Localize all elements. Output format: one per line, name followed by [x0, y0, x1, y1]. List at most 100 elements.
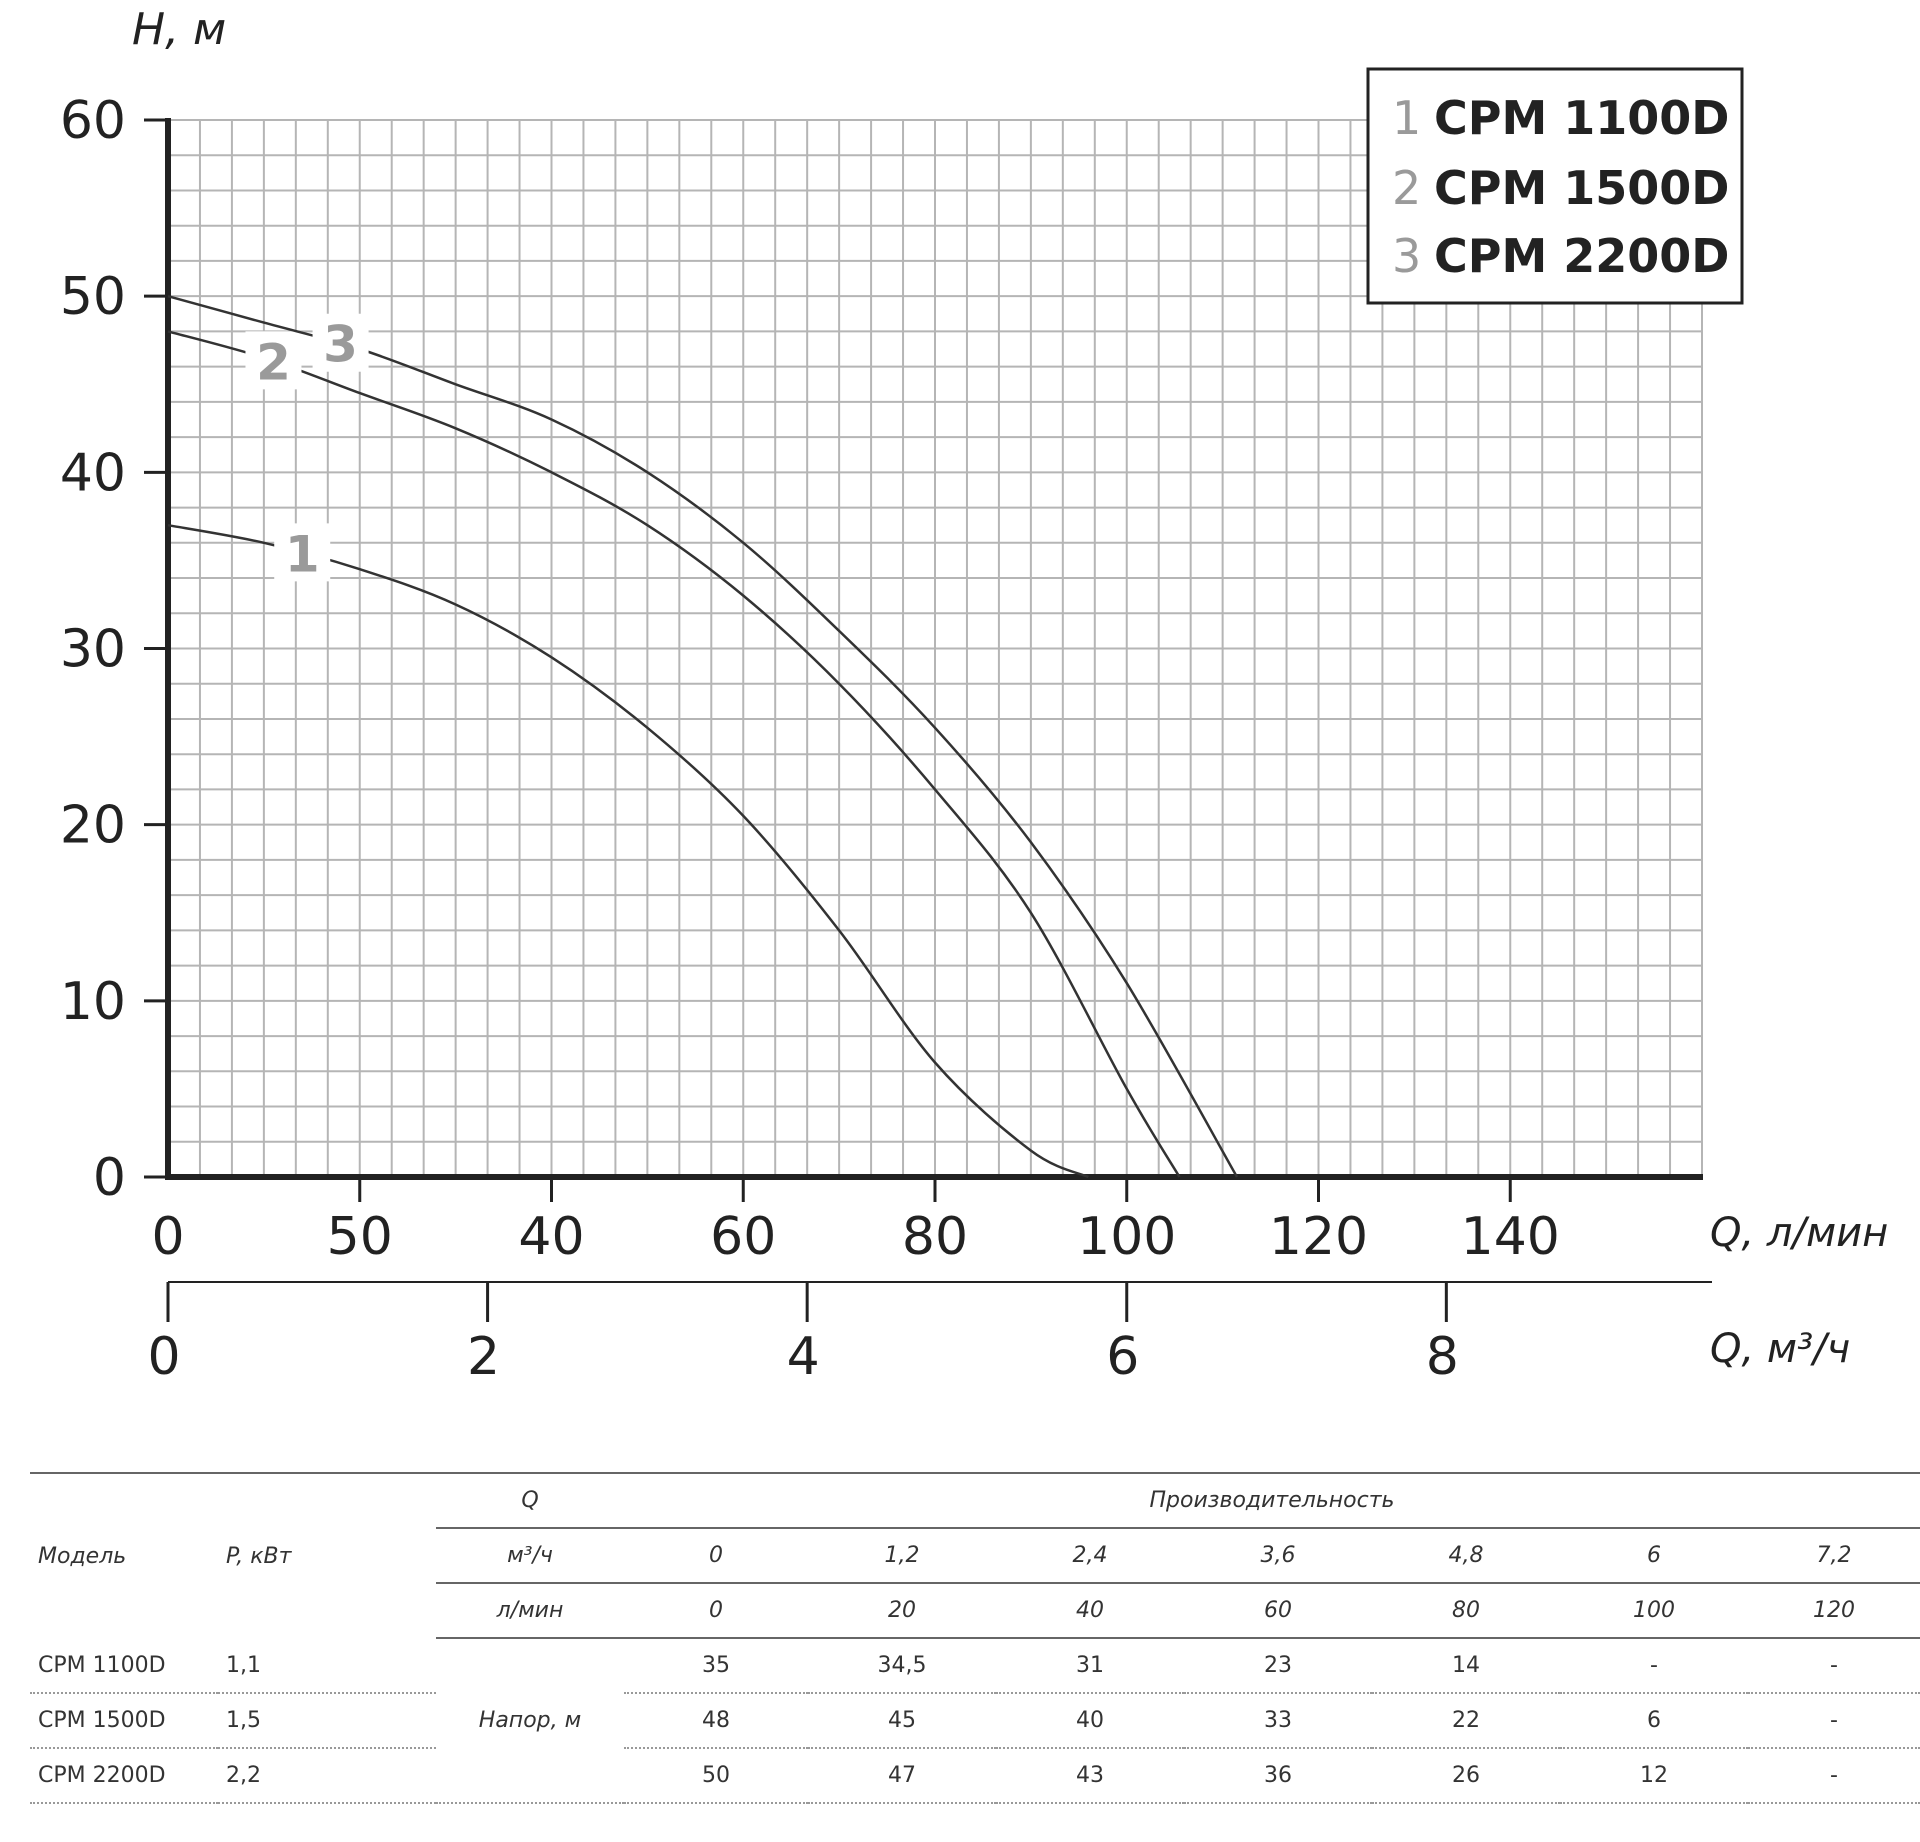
head-value: 31 [996, 1638, 1184, 1694]
y-tick-label: 50 [60, 267, 126, 327]
y-tick-label: 30 [60, 620, 126, 680]
legend-series-1-number: 1 [1392, 91, 1421, 145]
x-tick-label: 120 [1269, 1207, 1368, 1267]
lmin-value: 0 [624, 1583, 808, 1639]
y-tick-label: 60 [60, 91, 126, 151]
header-power: P, кВт [218, 1472, 436, 1638]
m3h-value: 1,2 [808, 1528, 996, 1584]
model-name: CPM 1100D [30, 1638, 218, 1694]
x2-tick-label: 8 [1426, 1327, 1459, 1387]
head-value: - [1748, 1693, 1920, 1749]
header-performance: Производительность [624, 1472, 1920, 1529]
lmin-value: 120 [1748, 1583, 1920, 1639]
series-1-curve [167, 523, 1089, 1179]
x-tick-label: 60 [710, 1207, 776, 1267]
head-value: 33 [1184, 1693, 1372, 1749]
x-axis-title: Q, л/мин [1710, 1210, 1888, 1256]
pump-curve-chart: 0 10 20 30 40 50 60 0 50 40 60 80 100 120 140 0 2 4 6 8 H… [60, 4, 1888, 1387]
legend-series-1-name: CPM 1100D [1434, 91, 1729, 145]
unit-m3h: м³/ч [436, 1528, 624, 1584]
lmin-value: 100 [1560, 1583, 1748, 1639]
m3h-value: 2,4 [996, 1528, 1184, 1584]
m3h-value: 0 [624, 1528, 808, 1584]
y-ticks: 0 10 20 30 40 50 60 [60, 91, 168, 1208]
head-value: - [1560, 1638, 1748, 1694]
m3h-value: 3,6 [1184, 1528, 1372, 1584]
head-value: 22 [1372, 1693, 1560, 1749]
x-tick-label: 0 [151, 1207, 184, 1267]
head-value: 48 [624, 1693, 808, 1749]
header-q: Q [436, 1472, 624, 1529]
head-value: 35 [624, 1638, 808, 1694]
header-model: Модель [30, 1472, 218, 1638]
model-power: 1,1 [218, 1638, 436, 1694]
head-value: 6 [1560, 1693, 1748, 1749]
legend-series-3-number: 3 [1392, 229, 1421, 283]
series-3-label: 3 [323, 316, 358, 374]
head-value: 23 [1184, 1638, 1372, 1694]
x2-ticks: 0 2 4 6 8 [147, 1282, 1459, 1387]
x2-tick-label: 6 [1106, 1327, 1139, 1387]
model-name: CPM 2200D [30, 1748, 218, 1804]
unit-lmin: л/мин [436, 1583, 624, 1639]
lmin-value: 40 [996, 1583, 1184, 1639]
series-2-label-bg [245, 331, 302, 390]
grid-lines [168, 119, 1703, 1177]
m3h-value: 7,2 [1748, 1528, 1920, 1584]
table-header-row-lmin: л/мин 0 20 40 60 80 100 120 [30, 1583, 1920, 1639]
model-name: CPM 1500D [30, 1693, 218, 1749]
table-row: CPM 1500D 1,5 48 45 40 33 22 6 - [30, 1693, 1920, 1749]
head-value: 50 [624, 1748, 808, 1804]
curves: 1 2 3 [167, 294, 1239, 1179]
lmin-value: 60 [1184, 1583, 1372, 1639]
head-value: 34,5 [808, 1638, 996, 1694]
x2-tick-label: 4 [787, 1327, 820, 1387]
series-2-label: 2 [256, 333, 291, 391]
series-1-label-bg [274, 523, 331, 582]
legend-series-2-number: 2 [1392, 161, 1421, 215]
head-value: 14 [1372, 1638, 1560, 1694]
head-value: - [1748, 1638, 1920, 1694]
y-tick-label: 20 [60, 796, 126, 856]
head-value: 36 [1184, 1748, 1372, 1804]
lmin-value: 80 [1372, 1583, 1560, 1639]
x2-axis-title: Q, м³/ч [1710, 1326, 1850, 1372]
legend-series-2-name: CPM 1500D [1434, 161, 1729, 215]
series-2-curve [167, 330, 1181, 1178]
x-tick-label: 140 [1461, 1207, 1560, 1267]
table-header-row-1: Модель P, кВт Q Производительность [30, 1472, 1920, 1638]
x2-tick-label: 2 [467, 1327, 500, 1387]
x-tick-label: 80 [902, 1207, 968, 1267]
head-label: Напор, м [436, 1638, 624, 1804]
x2-tick-label: 0 [147, 1327, 180, 1387]
m3h-value: 6 [1560, 1528, 1748, 1584]
lmin-value: 20 [808, 1583, 996, 1639]
series-1-label: 1 [285, 525, 320, 583]
table-header-row-m3h: м³/ч 0 1,2 2,4 3,6 4,8 6 7,2 [30, 1528, 1920, 1584]
head-value: 12 [1560, 1748, 1748, 1804]
legend: 1 CPM 1100D 2 CPM 1500D 3 CPM 2200D [1366, 67, 1744, 305]
legend-box [1366, 67, 1744, 305]
head-value: 47 [808, 1748, 996, 1804]
head-value: 45 [808, 1693, 996, 1749]
series-3-label-bg [312, 313, 369, 372]
y-tick-label: 10 [60, 972, 126, 1032]
x-tick-label: 100 [1077, 1207, 1176, 1267]
x-tick-label: 40 [518, 1207, 584, 1267]
x-tick-label: 50 [327, 1207, 393, 1267]
y-axis-title: H, м [132, 4, 226, 55]
model-power: 1,5 [218, 1693, 436, 1749]
head-value: 40 [996, 1693, 1184, 1749]
head-value: - [1748, 1748, 1920, 1804]
y-tick-label: 0 [93, 1148, 126, 1208]
head-value: 26 [1372, 1748, 1560, 1804]
legend-series-3-name: CPM 2200D [1434, 229, 1729, 283]
m3h-value: 4,8 [1372, 1528, 1560, 1584]
table-row: CPM 1100D 1,1 Напор, м 35 34,5 31 23 14 … [30, 1638, 1920, 1804]
model-power: 2,2 [218, 1748, 436, 1804]
x-ticks: 0 50 40 60 80 100 120 140 [151, 1177, 1560, 1267]
y-tick-label: 40 [60, 443, 126, 503]
table-row: CPM 2200D 2,2 50 47 43 36 26 12 - [30, 1748, 1920, 1804]
head-value: 43 [996, 1748, 1184, 1804]
performance-table: Модель P, кВт Q Производительность м³/ч … [30, 1472, 1920, 1804]
